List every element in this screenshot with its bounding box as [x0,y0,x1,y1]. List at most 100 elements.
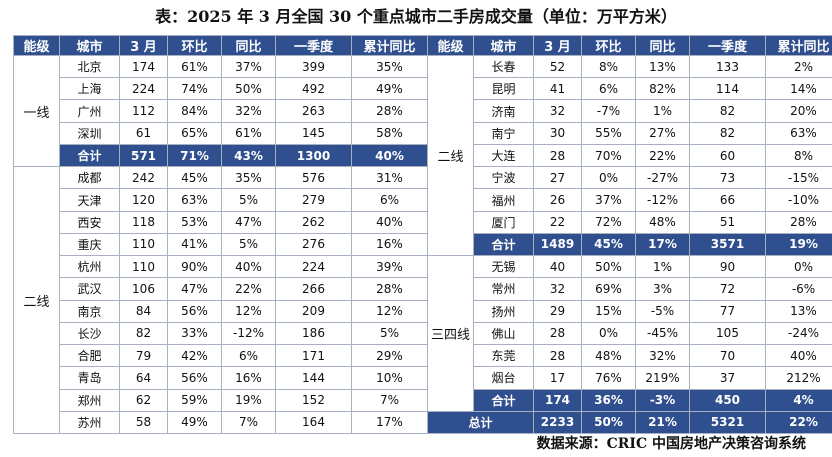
right-city-cell: 大连 [473,143,534,168]
right-city-cell: 常州 [473,277,534,301]
right-q1-value: 105 [689,321,766,346]
left-q1-value: 276 [275,232,352,257]
total-mom-value: 50% [581,410,636,435]
total-q1-value: 5321 [689,410,766,435]
table-row: 天津 120 63% 5% 279 6% 福州 26 37% -12% 66 -10% [14,188,832,212]
right-mom-value: 45% [581,232,636,257]
table-row: 青岛 64 56% 16% 144 10% 烟台 17 76% 219% 37 212% [14,366,832,390]
table-row: 南京 84 56% 12% 209 12% 扬州 29 15% -5% 77 13% [14,299,832,323]
left-mom-value: 56% [167,299,222,323]
right-city-cell: 福州 [473,188,534,212]
right-q1-value: 82 [689,121,766,145]
subtotal-row: 郑州 62 59% 19% 152 7% 合计 174 36% -3% 450 4% [14,388,832,412]
left-march-value: 571 [119,143,168,168]
right-cum-yoy-value: -15% [765,166,832,190]
left-tier-label: 二线 [13,166,60,434]
right-city-cell: 济南 [473,99,534,123]
header-q1: 一季度 [689,35,766,56]
right-yoy-value: -12% [635,188,690,212]
right-march-value: 28 [533,143,582,168]
subtotal-row: 合计 571 71% 43% 1300 40% 大连 28 70% 22% 60 8% [14,143,832,168]
right-q1-value: 82 [689,99,766,123]
right-q1-value: 66 [689,188,766,212]
left-city-cell: 天津 [59,188,120,212]
left-city-cell: 长沙 [59,321,120,346]
right-mom-value: 6% [581,77,636,101]
left-march-value: 118 [119,210,168,234]
header-city: 城市 [473,35,534,56]
left-cum-yoy-value: 10% [351,366,428,390]
left-city-cell: 北京 [59,54,120,79]
right-cum-yoy-value: 14% [765,77,832,101]
right-march-value: 32 [533,99,582,123]
right-yoy-value: 13% [635,54,690,79]
left-cum-yoy-value: 29% [351,344,428,368]
right-q1-value: 90 [689,255,766,279]
left-cum-yoy-value: 17% [351,410,428,435]
table-row: 二线 成都 242 45% 35% 576 31% 宁波 27 0% -27% 73 -15% [13,166,832,434]
right-march-value: 28 [533,321,582,346]
header-mom: 环比 [581,35,636,56]
left-mom-value: 63% [167,188,222,212]
header-cum-yoy: 累计同比 [351,35,428,56]
right-city-cell: 合计 [473,232,534,257]
left-mom-value: 65% [167,121,222,145]
table-row: 西安 118 53% 47% 262 40% 厦门 22 72% 48% 51 28% [14,210,832,234]
right-mom-value: 0% [581,166,636,190]
table-row: 深圳 61 65% 61% 145 58% 南宁 30 55% 27% 82 63% [14,121,832,145]
left-q1-value: 399 [275,54,352,79]
left-yoy-value: 19% [221,388,276,412]
left-mom-value: 42% [167,344,222,368]
transaction-table: 能级 城市 3 月 环比 同比 一季度 累计同比 能级 城市 3 月 环比 同比… [13,35,832,435]
left-mom-value: 71% [167,143,222,168]
left-cum-yoy-value: 40% [351,143,428,168]
left-mom-value: 90% [167,255,222,279]
right-city-cell: 东莞 [473,344,534,368]
right-yoy-value: -27% [635,166,690,190]
left-march-value: 110 [119,255,168,279]
left-q1-value: 145 [275,121,352,145]
total-label: 总计 [427,410,534,435]
right-mom-value: 72% [581,210,636,234]
left-q1-value: 266 [275,277,352,301]
right-tier-label: 三四线 [427,255,474,412]
left-mom-value: 59% [167,388,222,412]
right-q1-value: 73 [689,166,766,190]
right-city-cell: 昆明 [473,77,534,101]
right-q1-value: 51 [689,210,766,234]
header-tier: 能级 [13,35,60,56]
right-march-value: 29 [533,299,582,323]
left-march-value: 120 [119,188,168,212]
left-mom-value: 56% [167,366,222,390]
right-march-value: 22 [533,210,582,234]
right-cum-yoy-value: -10% [765,188,832,212]
left-city-cell: 武汉 [59,277,120,301]
left-yoy-value: 6% [221,344,276,368]
left-city-cell: 合肥 [59,344,120,368]
left-march-value: 82 [119,321,168,346]
left-yoy-value: 32% [221,99,276,123]
right-cum-yoy-value: -6% [765,277,832,301]
left-city-cell: 南京 [59,299,120,323]
left-q1-value: 224 [275,255,352,279]
right-yoy-value: 22% [635,143,690,168]
table-row: 苏州 58 49% 7% 164 17% 总计 2233 50% 21% 5321 22% [14,410,832,435]
left-march-value: 110 [119,232,168,257]
right-yoy-value: 48% [635,210,690,234]
right-yoy-value: 1% [635,255,690,279]
right-march-value: 27 [533,166,582,190]
right-march-value: 28 [533,344,582,368]
left-city-cell: 郑州 [59,388,120,412]
left-march-value: 62 [119,388,168,412]
total-march-value: 2233 [533,410,582,435]
left-tier-label: 一线 [13,54,60,168]
right-mom-value: 8% [581,54,636,79]
right-march-value: 17 [533,366,582,390]
right-march-value: 30 [533,121,582,145]
left-cum-yoy-value: 58% [351,121,428,145]
header-yoy: 同比 [635,35,690,56]
right-yoy-value: 1% [635,99,690,123]
right-mom-value: 37% [581,188,636,212]
left-cum-yoy-value: 28% [351,99,428,123]
right-cum-yoy-value: 212% [765,366,832,390]
